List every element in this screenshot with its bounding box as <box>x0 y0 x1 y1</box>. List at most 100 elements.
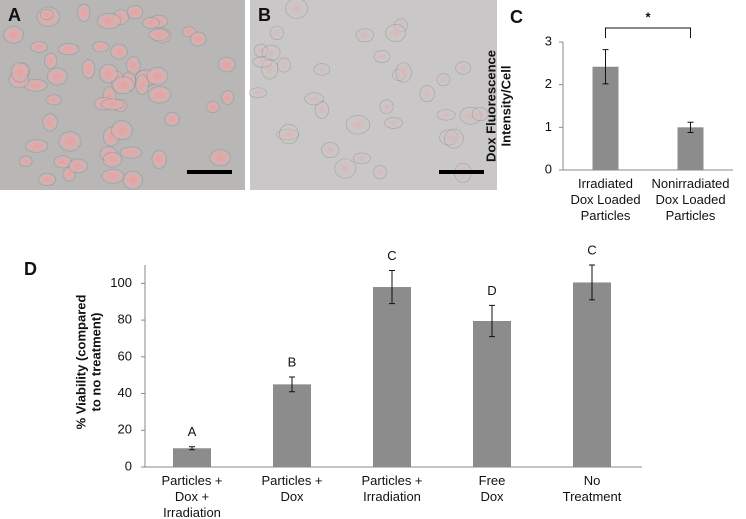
cell <box>110 120 133 141</box>
bar <box>373 287 411 467</box>
x-tick-label: No Treatment <box>563 473 622 504</box>
cell <box>96 13 121 30</box>
cell <box>77 3 91 22</box>
cell <box>261 44 281 61</box>
cell <box>419 85 435 103</box>
cell <box>135 74 149 96</box>
y-axis-label-line: % Viability (compared <box>74 295 89 430</box>
bar <box>473 321 511 467</box>
cell <box>39 9 54 20</box>
significance-mark: * <box>645 9 651 24</box>
scale-bar <box>439 170 484 174</box>
cell <box>345 115 370 135</box>
y-tick-label: 2 <box>545 76 552 91</box>
micrograph <box>0 0 245 190</box>
cell <box>100 98 125 111</box>
cell <box>384 117 403 129</box>
error-bar <box>289 376 295 393</box>
cell <box>385 24 406 42</box>
cell <box>44 52 58 70</box>
x-tick-label: Nonirradiated Dox Loaded Particles <box>651 176 729 223</box>
cell <box>126 5 144 20</box>
value-letter: C <box>587 242 596 257</box>
x-tick-label-line: Particles <box>666 208 716 223</box>
cell <box>111 76 135 95</box>
cell <box>58 131 82 152</box>
cell <box>285 0 308 19</box>
cell <box>147 86 172 104</box>
cell <box>221 90 235 105</box>
cell <box>436 109 456 121</box>
cell <box>444 128 464 149</box>
value-letter: C <box>387 248 396 263</box>
x-tick-label-line: Particles + <box>361 473 422 488</box>
cell <box>119 146 143 159</box>
y-tick-label: 100 <box>110 275 132 290</box>
y-axis-label-line: to no treatment) <box>89 313 104 412</box>
cell <box>471 107 489 121</box>
cell <box>205 100 220 114</box>
cell <box>46 67 68 86</box>
error-bar <box>589 264 595 301</box>
error-bar <box>389 270 395 305</box>
significance-bracket <box>605 27 691 38</box>
y-tick-label: 1 <box>545 119 552 134</box>
x-tick-label: Particles + Dox <box>261 473 322 504</box>
x-tick-label-line: Dox + <box>175 489 209 504</box>
cell <box>18 155 33 167</box>
bar <box>573 282 611 467</box>
cell <box>379 99 394 114</box>
panel-label: C <box>510 7 523 27</box>
bar <box>173 448 211 467</box>
cell <box>68 158 88 174</box>
scale-bar <box>187 170 232 174</box>
cell <box>248 87 268 99</box>
cell <box>279 123 299 145</box>
value-letter: A <box>188 424 197 439</box>
cell <box>373 50 391 64</box>
cell <box>455 61 471 75</box>
cell <box>321 142 340 159</box>
panel-label: D <box>24 259 37 279</box>
bar <box>677 127 704 170</box>
x-tick-label: Free Dox <box>479 473 506 504</box>
y-axis-label-line: Intensity/Cell <box>499 66 514 147</box>
cell <box>352 152 371 165</box>
cell <box>24 139 49 153</box>
x-tick-label-line: No <box>584 473 601 488</box>
y-tick-label: 40 <box>118 385 132 400</box>
cell <box>101 168 125 184</box>
error-bar <box>189 446 195 451</box>
x-tick-label-line: Dox Loaded <box>570 192 640 207</box>
y-axis-label: % Viability (comparedto no treatment) <box>74 295 104 430</box>
cell <box>355 28 375 43</box>
cell <box>277 57 291 73</box>
cell <box>3 26 25 44</box>
cell <box>269 26 285 40</box>
x-tick-label: Particles + Dox + Irradiation <box>161 473 222 519</box>
y-tick-label: 0 <box>545 161 552 176</box>
bar <box>273 384 311 467</box>
cell <box>146 66 169 86</box>
y-tick-label: 80 <box>118 312 132 327</box>
cell <box>395 62 412 83</box>
cell <box>30 41 49 53</box>
cell <box>10 61 29 83</box>
cell <box>42 113 58 132</box>
panel-label: B <box>258 5 271 25</box>
cell <box>148 28 170 41</box>
cell <box>122 170 143 190</box>
value-letter: D <box>487 283 496 298</box>
y-tick-label: 60 <box>118 348 132 363</box>
cell <box>110 43 128 60</box>
cell <box>45 94 63 106</box>
cell <box>217 56 236 73</box>
x-tick-label-line: Free <box>479 473 506 488</box>
x-tick-label-line: Dox <box>280 489 304 504</box>
x-tick-label-line: Treatment <box>563 489 622 504</box>
panel-label: A <box>8 5 21 25</box>
micrograph <box>250 0 497 190</box>
x-tick-label: Irradiated Dox Loaded Particles <box>570 176 640 223</box>
